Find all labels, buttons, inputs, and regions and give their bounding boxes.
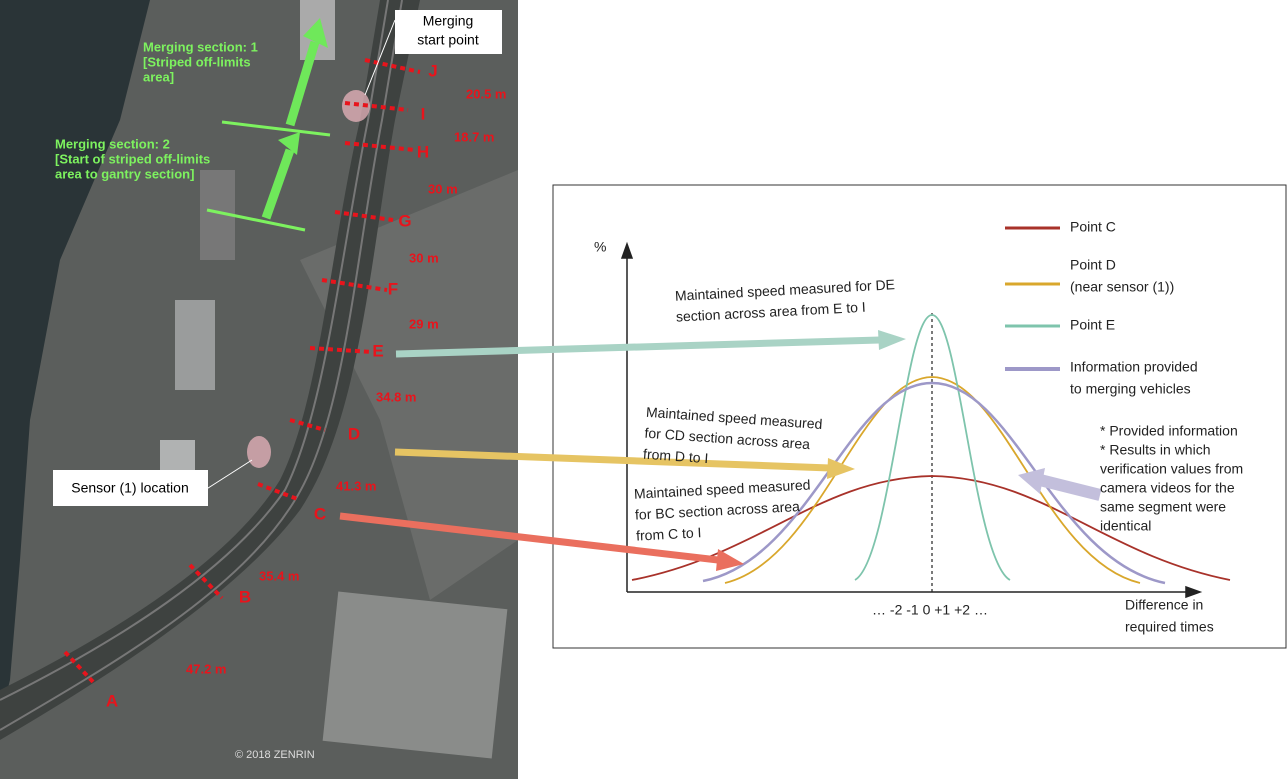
callout: Merging bbox=[423, 13, 474, 29]
point-label: B bbox=[239, 587, 251, 606]
chart-axes bbox=[620, 241, 1203, 599]
point-label: H bbox=[417, 142, 429, 161]
section-label: area] bbox=[143, 69, 174, 84]
copyright: © 2018 ZENRIN bbox=[235, 749, 315, 761]
legend-swatches bbox=[1005, 226, 1060, 371]
note: * Provided information bbox=[1100, 423, 1238, 439]
chart-frame bbox=[552, 184, 1287, 649]
point-label: G bbox=[398, 211, 411, 230]
note: verification values from bbox=[1100, 461, 1243, 477]
distance-label: 41.3 m bbox=[336, 478, 376, 493]
point-label: E bbox=[372, 341, 383, 360]
legend-label: (near sensor (1)) bbox=[1070, 279, 1174, 295]
distance-label: 30 m bbox=[428, 181, 458, 196]
section-label: area to gantry section] bbox=[55, 166, 194, 181]
point-label: C bbox=[314, 504, 326, 523]
note: * Results in which bbox=[1100, 442, 1211, 458]
x-ticks: … -2 -1 0 +1 +2 … bbox=[872, 602, 988, 618]
legend-label: Information provided bbox=[1070, 359, 1198, 375]
section-label: [Striped off-limits bbox=[143, 54, 251, 69]
x-axis-label: Difference in bbox=[1125, 597, 1203, 613]
note: camera videos for the bbox=[1100, 480, 1235, 496]
callout: start point bbox=[417, 32, 479, 48]
x-axis-label: required times bbox=[1125, 619, 1214, 635]
point-label: A bbox=[106, 691, 118, 710]
legend-label: Point D bbox=[1070, 257, 1116, 273]
point-label: J bbox=[428, 61, 437, 80]
distance-label: 47.2 m bbox=[186, 661, 226, 676]
point-label: F bbox=[388, 279, 398, 298]
distance-label: 29 m bbox=[409, 316, 439, 331]
distance-label: 18.7 m bbox=[454, 129, 494, 144]
distance-label: 30 m bbox=[409, 250, 439, 265]
aerial-photo bbox=[0, 0, 518, 779]
callout: Sensor (1) location bbox=[71, 480, 189, 496]
legend-label: Point E bbox=[1070, 317, 1115, 333]
section-label: [Start of striped off-limits bbox=[55, 151, 210, 166]
note: same segment were bbox=[1100, 499, 1226, 515]
arrows bbox=[339, 330, 1102, 571]
section-label: Merging section: 1 bbox=[143, 39, 258, 54]
point-label: D bbox=[348, 424, 360, 443]
distance-label: 35.4 m bbox=[259, 568, 299, 583]
legend-label: Point C bbox=[1070, 219, 1116, 235]
annotation: from C to I bbox=[636, 524, 702, 543]
legend-label: to merging vehicles bbox=[1070, 381, 1191, 397]
curves bbox=[631, 314, 1231, 585]
distance-label: 20.5 m bbox=[466, 86, 506, 101]
distance-label: 34.8 m bbox=[376, 389, 416, 404]
annotation: from D to I bbox=[643, 446, 709, 467]
section-label: Merging section: 2 bbox=[55, 136, 170, 151]
point-label: I bbox=[421, 104, 426, 123]
note: identical bbox=[1100, 518, 1151, 534]
y-axis-label: % bbox=[594, 239, 606, 255]
